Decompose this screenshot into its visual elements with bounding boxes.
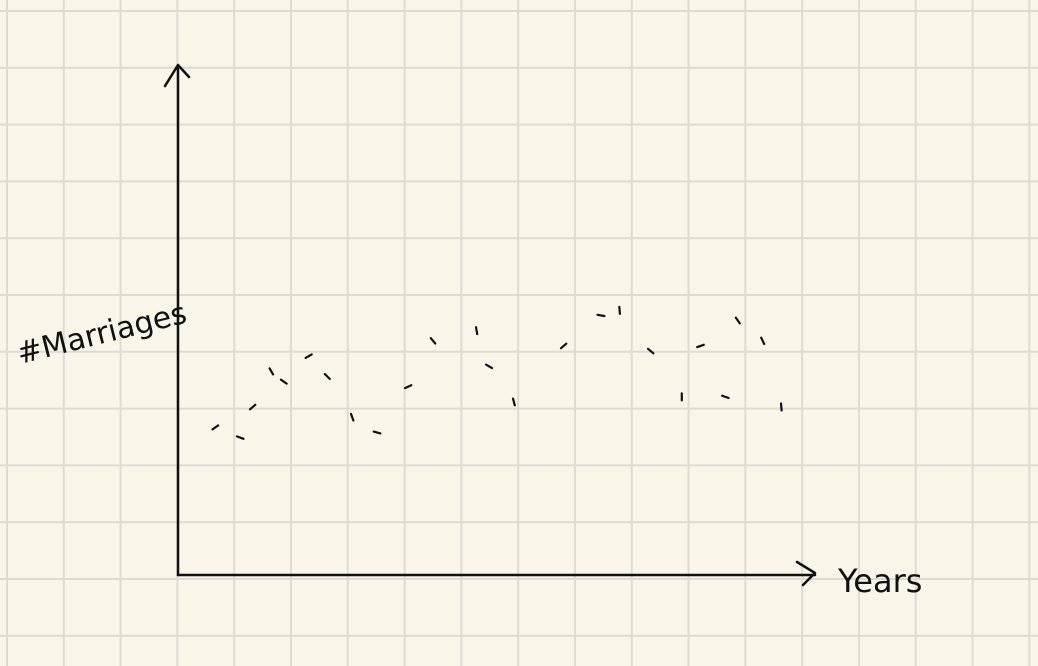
data-points <box>211 305 783 440</box>
x-axis <box>176 560 817 587</box>
data-point <box>720 394 730 400</box>
data-point <box>511 397 516 407</box>
data-point <box>349 412 355 422</box>
data-point <box>304 353 313 359</box>
data-point <box>323 372 331 381</box>
data-point <box>559 342 568 350</box>
data-point <box>474 326 479 336</box>
y-axis-label: #Marriages <box>13 296 190 372</box>
data-point <box>372 430 382 435</box>
data-point <box>734 316 741 325</box>
data-point <box>696 343 705 349</box>
data-point <box>596 313 606 318</box>
data-point <box>484 363 494 370</box>
data-point <box>779 402 783 412</box>
data-point <box>403 384 413 390</box>
data-point <box>235 435 245 440</box>
data-point <box>760 336 766 346</box>
data-point <box>429 337 437 345</box>
data-point <box>618 305 622 315</box>
data-point <box>211 424 220 431</box>
data-point <box>268 367 275 376</box>
y-axis <box>163 63 191 577</box>
x-axis-label: Years <box>837 562 922 600</box>
data-point <box>646 347 655 355</box>
data-point <box>248 403 257 411</box>
data-point <box>279 378 288 385</box>
